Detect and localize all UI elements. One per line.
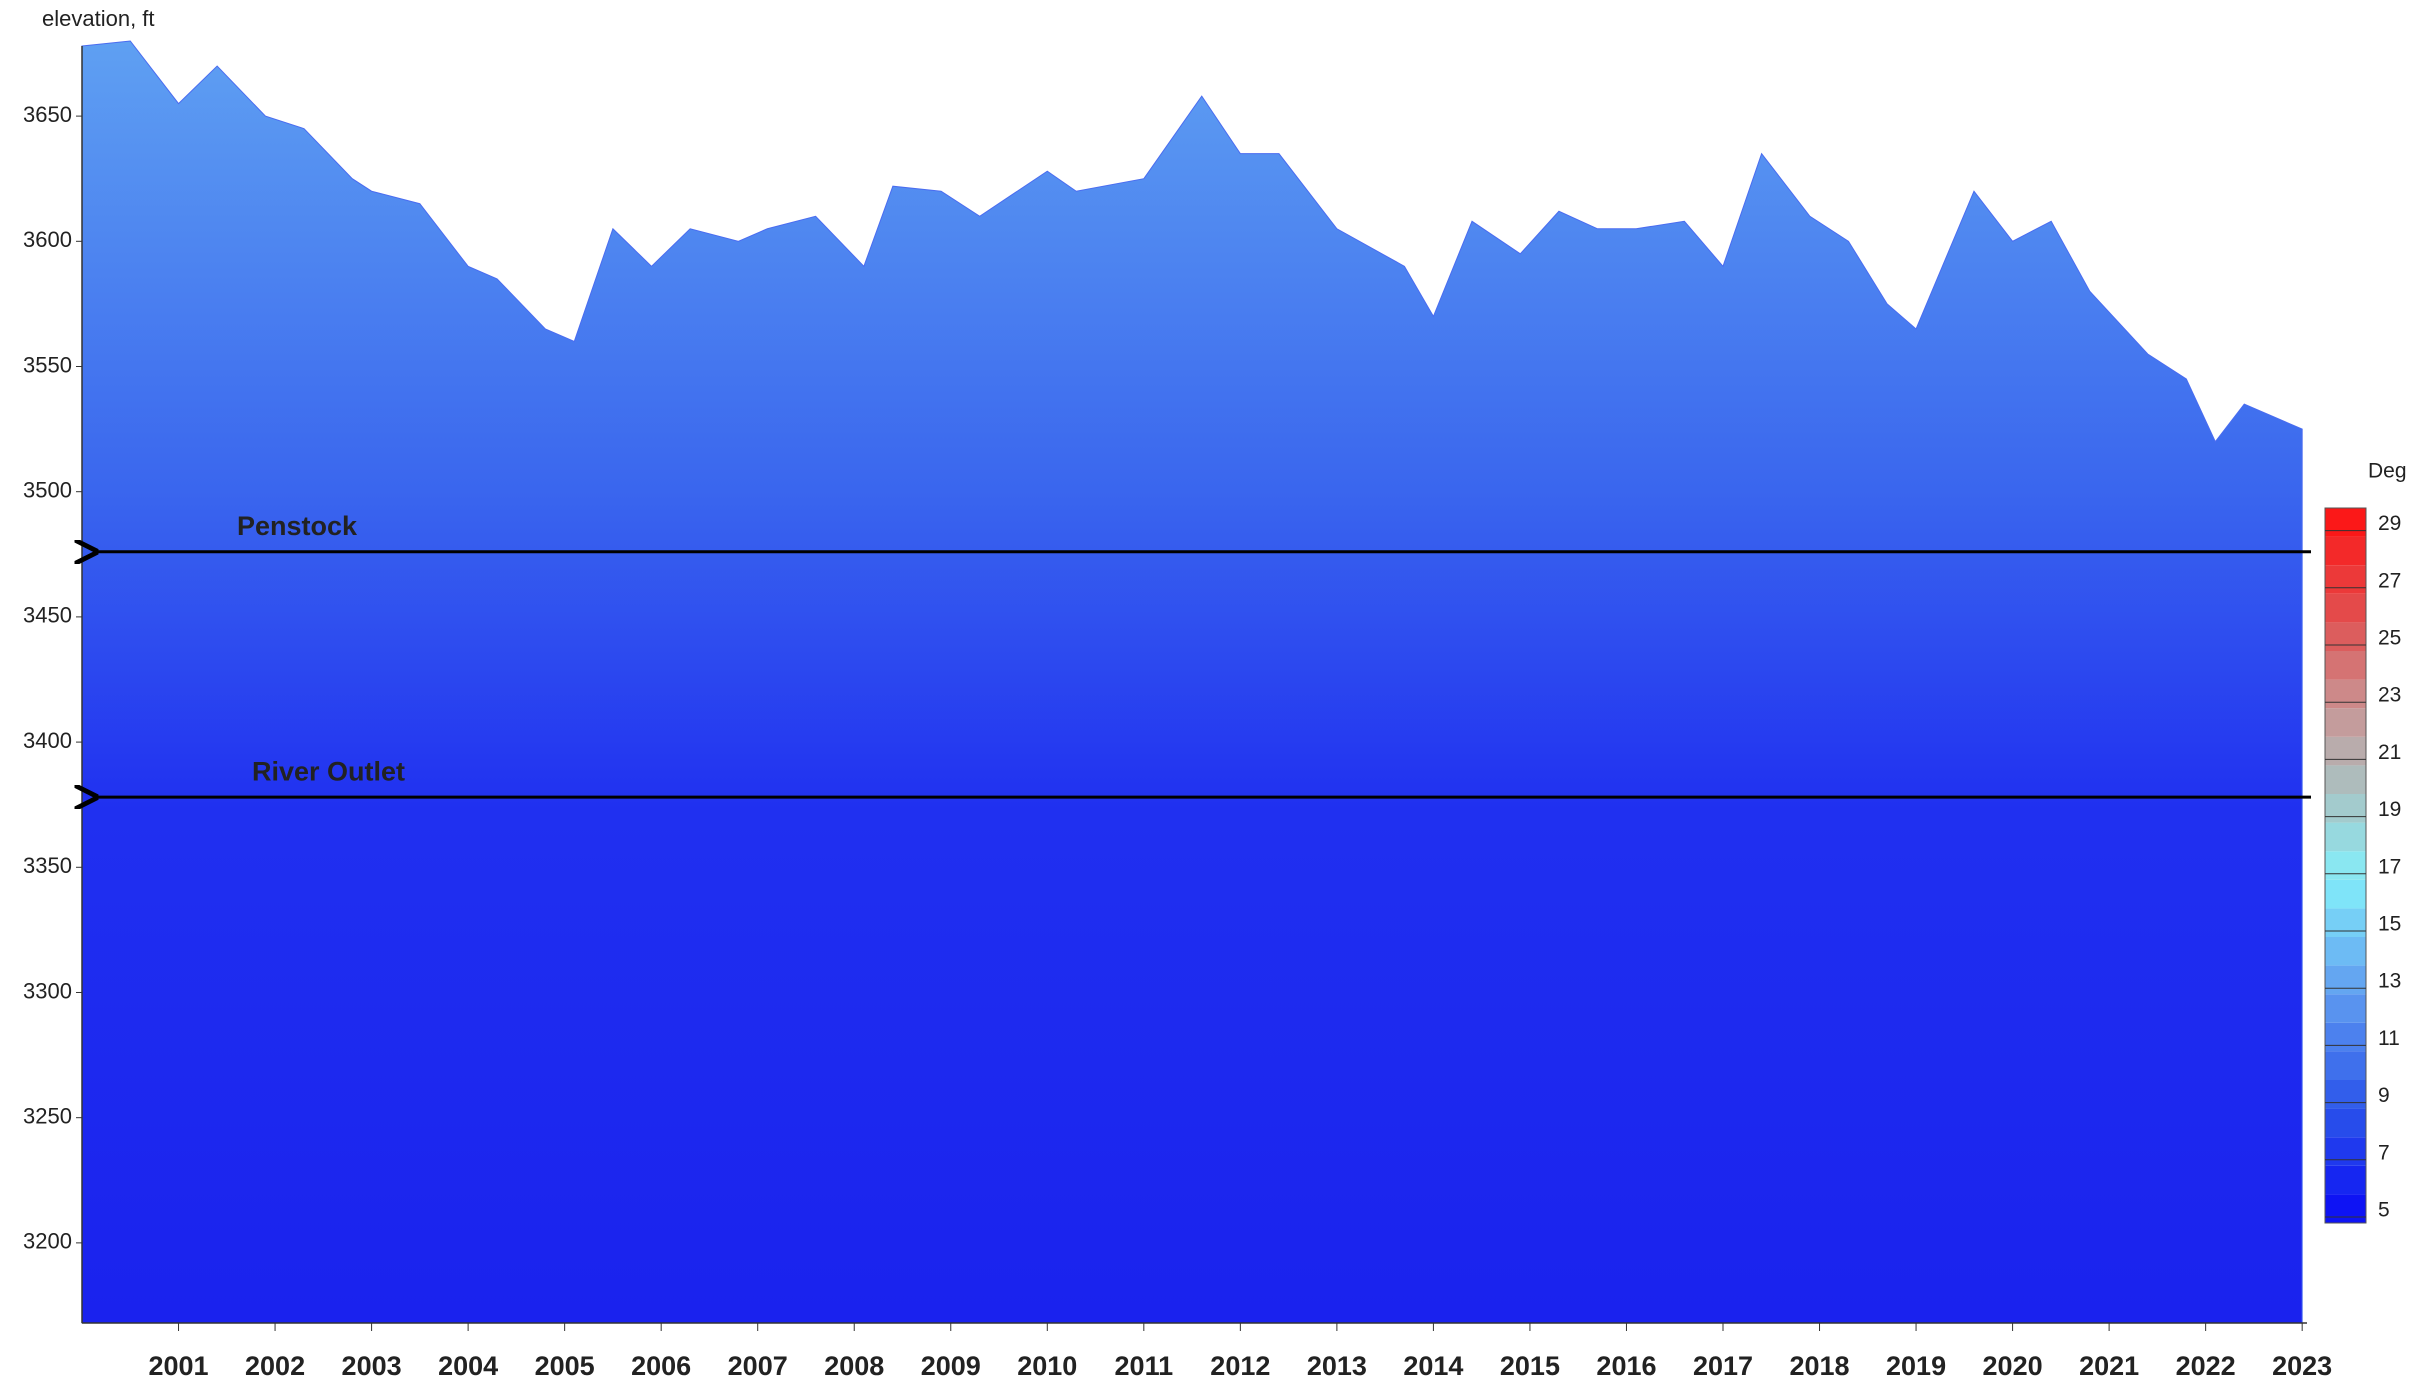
colorbar-band [2325,536,2366,566]
y-tick-label: 3550 [23,352,72,377]
y-tick-label: 3350 [23,853,72,878]
colorbar-band [2325,794,2366,823]
y-axis-label: elevation, ft [42,6,155,31]
colorbar-tick-label: 7 [2378,1141,2390,1164]
annotation-label: River Outlet [252,756,405,786]
colorbar-band [2325,822,2366,852]
colorbar-band [2325,1137,2366,1166]
colorbar-tick-label: 15 [2378,913,2401,936]
x-tick-label: 2021 [2079,1351,2139,1381]
x-tick-label: 2008 [824,1351,884,1381]
colorbar-tick-label: 19 [2378,798,2401,821]
colorbar-tick-label: 25 [2378,627,2401,650]
colorbar-band [2325,651,2366,680]
x-tick-label: 2006 [631,1351,691,1381]
colorbar-tick-label: 13 [2378,970,2401,993]
x-tick-label: 2017 [1693,1351,1753,1381]
colorbar-tick-label: 21 [2378,741,2401,764]
y-tick-label: 3650 [23,102,72,127]
colorbar-band [2325,1080,2366,1109]
colorbar-band [2325,1165,2366,1195]
x-tick-label: 2014 [1403,1351,1463,1381]
colorbar-band [2325,593,2366,623]
x-tick-label: 2012 [1210,1351,1270,1381]
x-tick-label: 2009 [921,1351,981,1381]
colorbar-band [2325,708,2366,737]
x-tick-label: 2005 [535,1351,595,1381]
colorbar-label: Deg C [2368,460,2412,483]
y-tick-label: 3200 [23,1229,72,1254]
colorbar-band [2325,736,2366,766]
y-tick-label: 3400 [23,728,72,753]
x-tick-label: 2016 [1596,1351,1656,1381]
x-tick-label: 2002 [245,1351,305,1381]
x-tick-label: 2023 [2272,1351,2332,1381]
annotation-label: Penstock [237,511,358,541]
colorbar-band [2325,965,2366,995]
x-tick-label: 2007 [728,1351,788,1381]
colorbar-tick-label: 17 [2378,855,2401,878]
x-tick-label: 2011 [1115,1351,1174,1381]
x-tick-label: 2001 [148,1351,208,1381]
colorbar-band [2325,994,2366,1023]
colorbar-band [2325,508,2366,537]
x-tick-label: 2019 [1886,1351,1946,1381]
colorbar-tick-label: 9 [2378,1084,2390,1107]
colorbar-band [2325,851,2366,880]
x-tick-label: 2015 [1500,1351,1560,1381]
x-tick-label: 2018 [1789,1351,1849,1381]
y-tick-label: 3500 [23,478,72,503]
y-tick-label: 3450 [23,603,72,628]
colorbar-band [2325,908,2366,937]
y-tick-label: 3250 [23,1103,72,1128]
x-tick-label: 2004 [438,1351,498,1381]
colorbar-band [2325,937,2366,966]
colorbar-band [2325,765,2366,794]
reservoir-temperature-field [81,40,2303,1324]
colorbar-band [2325,1194,2366,1223]
colorbar-band [2325,622,2366,651]
colorbar-band [2325,1022,2366,1052]
colorbar-band [2325,565,2366,594]
y-tick-label: 3300 [23,978,72,1003]
colorbar-band [2325,879,2366,909]
y-tick-label: 3600 [23,227,72,252]
colorbar-tick-label: 29 [2378,512,2401,535]
colorbar-tick-label: 27 [2378,569,2401,592]
colorbar-tick-label: 5 [2378,1199,2390,1222]
colorbar-tick-label: 23 [2378,684,2401,707]
colorbar-band [2325,679,2366,709]
x-tick-label: 2020 [1983,1351,2043,1381]
x-tick-label: 2010 [1017,1351,1077,1381]
colorbar-tick-label: 11 [2378,1027,2400,1050]
colorbar-band [2325,1108,2366,1138]
x-tick-label: 2022 [2176,1351,2236,1381]
colorbar-frame [2324,507,2367,1224]
colorbar-band [2325,1051,2366,1080]
x-tick-label: 2003 [342,1351,402,1381]
x-tick-label: 2013 [1307,1351,1367,1381]
